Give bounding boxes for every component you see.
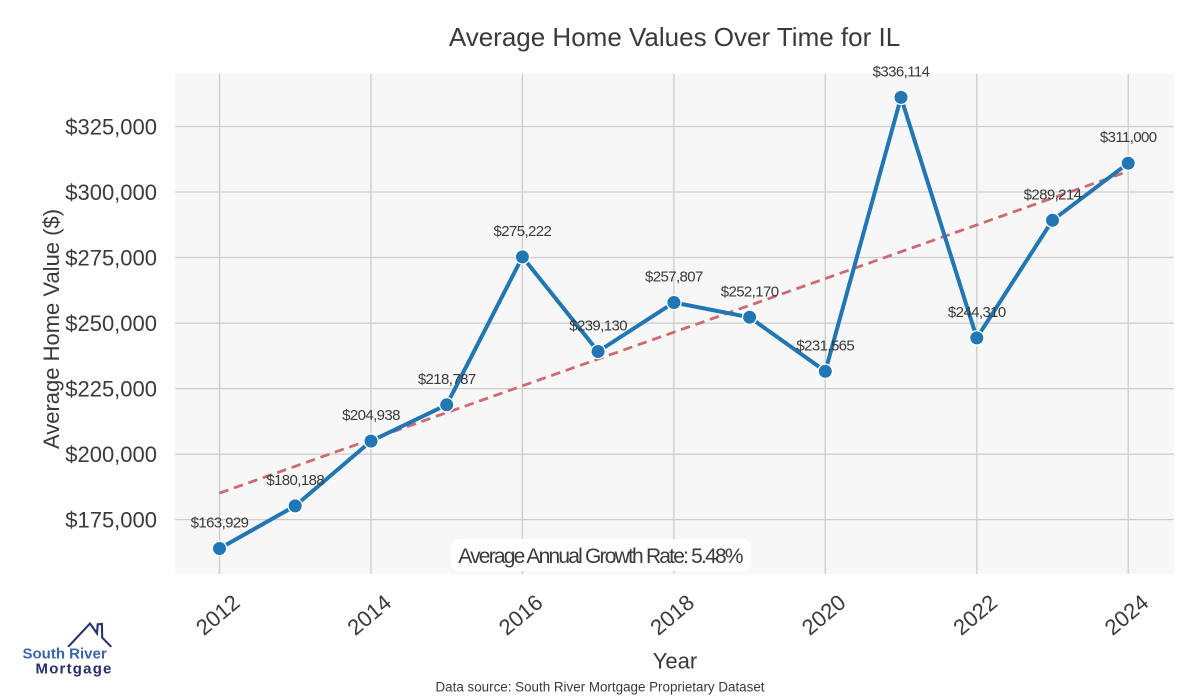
svg-text:$300,000: $300,000 [65, 180, 157, 205]
svg-text:2022: 2022 [948, 590, 1002, 641]
svg-text:Mortgage: Mortgage [36, 661, 113, 678]
svg-text:$275,222: $275,222 [494, 223, 552, 240]
svg-text:$180,188: $180,188 [266, 472, 324, 489]
svg-text:Average Home Values Over Time: Average Home Values Over Time for IL [449, 22, 900, 52]
svg-text:Average Home Value ($): Average Home Value ($) [39, 209, 64, 449]
svg-text:2020: 2020 [797, 590, 851, 641]
svg-text:2014: 2014 [343, 590, 397, 641]
svg-text:2012: 2012 [191, 590, 245, 641]
svg-text:$218,787: $218,787 [418, 371, 476, 388]
svg-text:$175,000: $175,000 [65, 508, 157, 533]
svg-text:$163,929: $163,929 [191, 515, 249, 532]
svg-text:$275,000: $275,000 [65, 246, 157, 271]
svg-text:$231,565: $231,565 [796, 337, 854, 354]
svg-text:$204,938: $204,938 [342, 407, 400, 424]
svg-text:$311,000: $311,000 [1100, 129, 1157, 146]
svg-text:2018: 2018 [645, 590, 699, 641]
svg-text:$244,310: $244,310 [948, 304, 1006, 321]
svg-text:2024: 2024 [1100, 590, 1154, 641]
svg-text:Year: Year [653, 649, 697, 674]
svg-text:$200,000: $200,000 [65, 442, 157, 467]
svg-text:Average Annual Growth Rate: 5.: Average Annual Growth Rate: 5.48% [458, 545, 743, 568]
svg-text:$289,214: $289,214 [1024, 186, 1082, 203]
svg-text:$239,130: $239,130 [569, 318, 627, 335]
svg-text:Data source: South River Mortg: Data source: South River Mortgage Propri… [436, 679, 765, 694]
svg-text:$325,000: $325,000 [65, 115, 157, 140]
svg-text:$252,170: $252,170 [721, 283, 779, 300]
svg-text:$336,114: $336,114 [873, 63, 930, 80]
svg-text:South River: South River [23, 645, 107, 662]
svg-text:2016: 2016 [494, 590, 548, 641]
svg-text:$225,000: $225,000 [65, 377, 157, 402]
svg-text:$257,807: $257,807 [645, 269, 703, 286]
svg-text:$250,000: $250,000 [65, 311, 157, 336]
